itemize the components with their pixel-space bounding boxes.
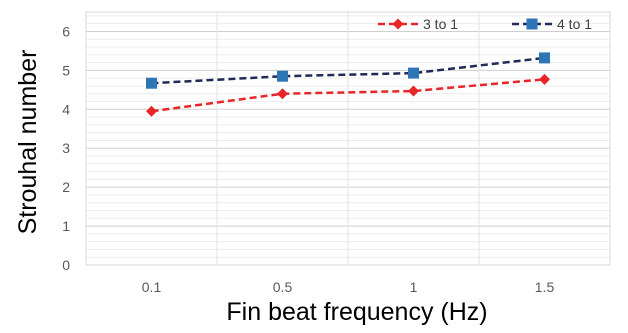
series-point-square [146,77,157,89]
x-tick-label: 1.5 [535,279,555,295]
series-group [146,52,550,117]
x-tick-label: 0.1 [142,279,162,295]
y-tick-label: 1 [62,218,70,234]
y-tick-label: 6 [62,23,70,39]
series-point-diamond [146,105,157,117]
y-axis-label: Strouhal number [14,50,42,235]
series-line-1 [151,78,545,113]
legend: 3 to 1 4 to 1 [378,16,592,32]
series-point-diamond [408,85,419,97]
x-tick-labels: 0.1 0.5 1 1.5 [142,279,555,295]
x-tick-label: 0.5 [273,279,293,295]
series-point-square [408,67,419,79]
x-tick-label: 1 [410,279,418,295]
series-point-square [277,70,288,82]
series-point-square [539,52,550,64]
legend-label-1: 3 to 1 [423,16,458,32]
y-tick-label: 3 [62,140,70,156]
series-point-diamond [277,88,288,100]
grid [85,11,611,266]
plot-border [85,11,611,266]
y-tick-labels: 0 1 2 3 4 5 6 [62,23,70,273]
legend-marker-diamond [392,18,404,30]
x-axis-label: Fin beat frequency (Hz) [226,298,487,326]
y-tick-label: 4 [62,101,70,117]
legend-marker-square [526,18,538,30]
y-tick-label: 2 [62,179,70,195]
y-tick-label: 0 [62,257,70,273]
legend-label-2: 4 to 1 [557,16,592,32]
series-point-diamond [539,73,550,85]
y-tick-label: 5 [62,62,70,78]
